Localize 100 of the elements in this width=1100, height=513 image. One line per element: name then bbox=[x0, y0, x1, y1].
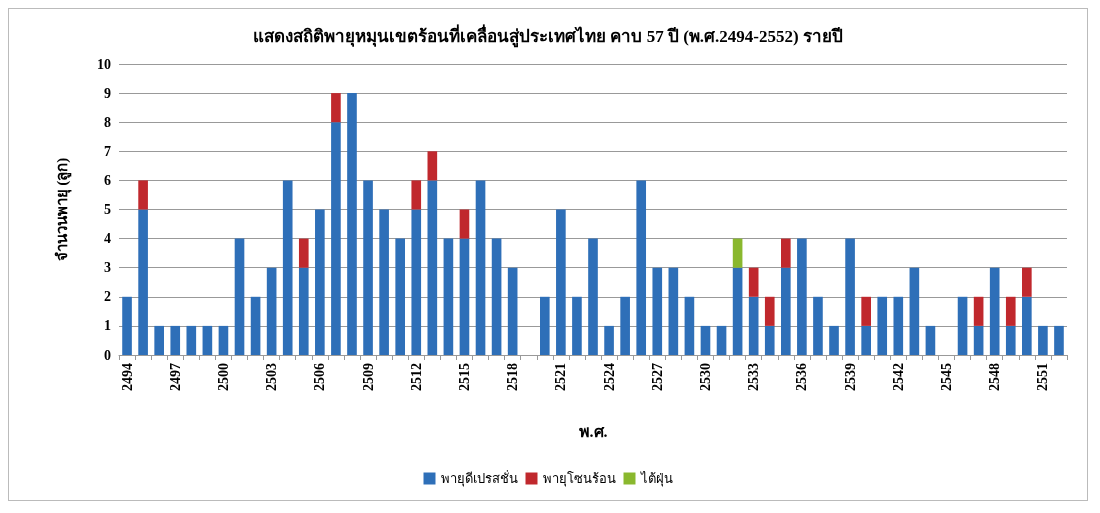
bar bbox=[829, 325, 839, 355]
x-tick-label: 2524 bbox=[601, 363, 617, 391]
y-tick-label: 9 bbox=[104, 85, 111, 101]
bar bbox=[636, 180, 647, 355]
bar bbox=[138, 180, 148, 210]
bar bbox=[459, 238, 470, 355]
bar bbox=[748, 296, 759, 355]
x-tick-label: 2545 bbox=[938, 363, 954, 391]
bar bbox=[443, 238, 454, 355]
x-tick-label: 2515 bbox=[456, 363, 472, 391]
y-tick-label: 7 bbox=[104, 143, 111, 159]
bar bbox=[1022, 267, 1032, 297]
bar bbox=[716, 325, 727, 355]
x-tick-label: 2518 bbox=[505, 363, 521, 391]
y-tick-label: 1 bbox=[104, 318, 111, 334]
bar bbox=[572, 296, 582, 355]
bar bbox=[877, 296, 888, 355]
x-tick-label: 2509 bbox=[360, 363, 376, 391]
bar bbox=[780, 238, 791, 268]
bar bbox=[170, 325, 181, 355]
bar bbox=[989, 267, 1000, 355]
bar bbox=[957, 296, 968, 355]
y-tick-label: 0 bbox=[104, 347, 111, 363]
bar bbox=[556, 209, 566, 355]
y-axis-title: จำนวนพายุ (ลูก) bbox=[53, 157, 72, 262]
bar bbox=[764, 296, 775, 326]
bar bbox=[909, 267, 920, 355]
bar bbox=[218, 325, 229, 355]
y-tick-label: 5 bbox=[104, 202, 111, 217]
bar bbox=[411, 209, 422, 355]
x-tick-label: 2512 bbox=[408, 363, 424, 391]
bar bbox=[1038, 325, 1048, 355]
bar bbox=[732, 267, 743, 355]
bar bbox=[813, 296, 823, 355]
bar bbox=[780, 267, 791, 355]
bar bbox=[620, 296, 630, 355]
bar bbox=[315, 209, 325, 355]
bar bbox=[1005, 325, 1016, 355]
bar bbox=[122, 296, 132, 355]
bar bbox=[282, 180, 293, 355]
bar bbox=[363, 180, 373, 355]
x-tick-label: 2536 bbox=[794, 363, 810, 391]
bar bbox=[925, 325, 936, 355]
x-tick-label: 2530 bbox=[697, 363, 713, 391]
legend-label: พายุโซนร้อน bbox=[542, 471, 616, 487]
x-tick-label: 2551 bbox=[1035, 363, 1051, 391]
bar bbox=[973, 296, 984, 326]
x-tick-label: 2506 bbox=[312, 363, 328, 391]
bar bbox=[154, 325, 164, 355]
bar bbox=[588, 238, 598, 355]
bar bbox=[797, 238, 807, 355]
legend-label: ไต้ฝุ่น bbox=[639, 471, 673, 487]
bar bbox=[764, 325, 775, 355]
bar bbox=[347, 93, 357, 355]
bar bbox=[861, 325, 871, 355]
bar bbox=[1005, 296, 1016, 326]
bar bbox=[138, 209, 148, 355]
bar bbox=[379, 209, 389, 355]
x-tick-label: 2521 bbox=[553, 363, 569, 391]
bar bbox=[668, 267, 679, 355]
y-tick-label: 6 bbox=[104, 172, 111, 188]
bar bbox=[732, 238, 743, 268]
x-tick-label: 2494 bbox=[119, 363, 135, 391]
y-tick-label: 8 bbox=[104, 114, 111, 130]
bar bbox=[507, 267, 518, 355]
x-tick-label: 2542 bbox=[890, 363, 906, 391]
bar bbox=[684, 296, 695, 355]
x-tick-label: 2539 bbox=[842, 363, 858, 391]
x-tick-label: 2527 bbox=[649, 363, 665, 391]
x-tick-label: 2548 bbox=[987, 363, 1003, 391]
bar bbox=[845, 238, 855, 355]
bar bbox=[298, 238, 309, 268]
bar bbox=[202, 325, 213, 355]
bar bbox=[652, 267, 663, 355]
bar bbox=[893, 296, 904, 355]
x-axis-title: พ.ศ. bbox=[578, 422, 608, 440]
bar bbox=[491, 238, 502, 355]
bar bbox=[250, 296, 261, 355]
legend-label: พายุดีเปรสชั่น bbox=[440, 470, 518, 487]
bar bbox=[475, 180, 486, 355]
bar bbox=[1054, 325, 1064, 355]
y-tick-label: 10 bbox=[97, 56, 111, 72]
x-tick-label: 2503 bbox=[264, 363, 280, 391]
chart-title: แสดงสถิติพายุหมุนเขตร้อนที่เคลื่อนสู่ประเทศไทย คาบ 57 ปี (พ.ศ.2494-2552) รายปี bbox=[253, 24, 843, 48]
bar bbox=[331, 122, 341, 355]
y-tick-label: 3 bbox=[104, 260, 111, 276]
bar bbox=[861, 296, 871, 326]
bar bbox=[748, 267, 759, 297]
bar bbox=[973, 325, 984, 355]
bar bbox=[234, 238, 245, 355]
x-tick-label: 2500 bbox=[215, 363, 231, 391]
bar bbox=[298, 267, 309, 355]
bar bbox=[427, 151, 438, 181]
bar bbox=[411, 180, 422, 210]
x-tick-label: 2497 bbox=[167, 363, 183, 391]
bar bbox=[331, 93, 341, 123]
y-tick-label: 2 bbox=[104, 289, 111, 305]
x-tick-label: 2533 bbox=[746, 363, 762, 391]
bar bbox=[427, 180, 438, 355]
bar bbox=[186, 325, 197, 355]
